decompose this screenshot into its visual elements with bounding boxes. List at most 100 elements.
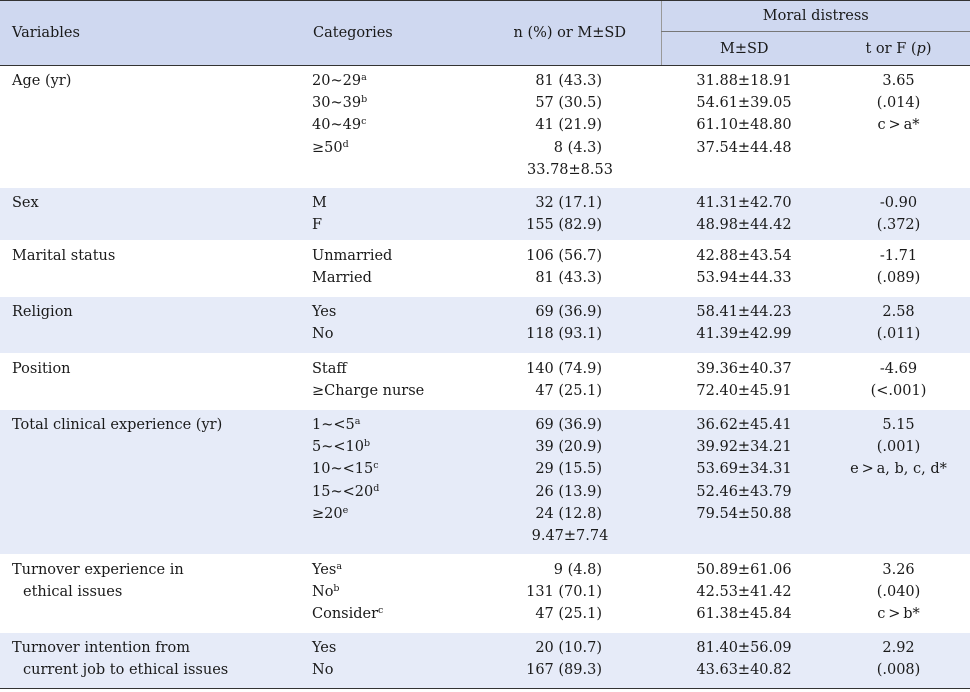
n-percent-value: 9 (4.8) bbox=[553, 562, 602, 578]
t-or-f-value: 2.92 bbox=[882, 640, 915, 656]
category-label: Considerc bbox=[312, 603, 479, 625]
n-percent-value: 118 (93.1) bbox=[526, 326, 602, 343]
moral-distress-cell: 39.36±40.37 72.40±45.91 bbox=[661, 353, 827, 410]
n-percent-value: 81 (43.3) bbox=[535, 270, 602, 287]
category-cell: Yes No bbox=[301, 632, 479, 689]
category-label: Staff bbox=[312, 358, 479, 380]
category-text: Unmarried bbox=[312, 248, 393, 264]
n-percent-cell: 32 (17.1) 155 (82.9) bbox=[479, 187, 661, 241]
category-label: Nob bbox=[312, 581, 479, 603]
mean-sd-value: 53.69±34.31 bbox=[696, 461, 792, 478]
category-text: ≥Charge nurse bbox=[312, 383, 425, 400]
moral-distress-cell: 31.88±18.91 54.61±39.05 61.10±48.80 37.54±4… bbox=[661, 65, 827, 188]
category-text: 40~49 bbox=[312, 117, 362, 134]
t-or-f-value: -0.90 bbox=[879, 195, 918, 211]
moral-distress-cell: 42.88±43.54 53.94±44.33 bbox=[661, 240, 827, 297]
n-percent-cell: 20 (10.7) 167 (89.3) bbox=[479, 632, 661, 689]
table-row: Position Staff ≥Charge nurse 140 (74.9) 47 (… bbox=[0, 353, 970, 410]
category-label: ≥50d bbox=[312, 137, 479, 159]
t-or-f-value: (.372) bbox=[876, 217, 921, 234]
variable-label: Marital status bbox=[12, 248, 116, 264]
t-or-f-value: (.089) bbox=[876, 270, 921, 287]
mean-sd-value: 81.40±56.09 bbox=[696, 640, 792, 656]
t-or-f-value: 3.26 bbox=[882, 562, 915, 578]
mean-sd-value: 54.61±39.05 bbox=[696, 95, 792, 112]
category-cell: 20~29a 30~39b 40~49c ≥50d bbox=[301, 65, 479, 188]
category-superscript: a bbox=[361, 72, 367, 83]
table-row: Turnover experience in ethical issues Yesa… bbox=[0, 554, 970, 633]
category-text: Consider bbox=[312, 606, 379, 623]
n-percent-cell: 69 (36.9) 118 (93.1) bbox=[479, 296, 661, 354]
t-or-f-value: 5.15 bbox=[882, 417, 915, 433]
category-superscript: d bbox=[373, 482, 380, 494]
t-or-f-value: -1.71 bbox=[879, 248, 918, 264]
t-or-f-value: c > b* bbox=[877, 606, 920, 623]
header-variables: Variables bbox=[0, 0, 301, 66]
table-row: Turnover intention from current job to et… bbox=[0, 632, 970, 689]
variable-cell: Religion bbox=[0, 296, 301, 354]
moral-distress-cell: 50.89±61.06 42.53±41.42 61.38±45.84 bbox=[661, 554, 827, 633]
table-row: Marital status Unmarried Married 106 (56.7)… bbox=[0, 240, 970, 297]
t-or-f-value: (.011) bbox=[876, 326, 921, 343]
variable-cell: Sex bbox=[0, 187, 301, 241]
variable-cell: Marital status bbox=[0, 240, 301, 297]
n-percent-value: 155 (82.9) bbox=[526, 217, 602, 234]
n-percent-value: 81 (43.3) bbox=[535, 73, 602, 89]
n-percent-cell: 9 (4.8) 131 (70.1) 47 (25.1) bbox=[479, 554, 661, 633]
mean-sd-value: 41.39±42.99 bbox=[696, 326, 792, 343]
category-label: Yes bbox=[312, 301, 479, 323]
category-text: Yes bbox=[312, 640, 337, 656]
table-row: Sex M F 32 (17.1) 155 (82.9) 41.31±42.70 48.98… bbox=[0, 187, 970, 241]
n-percent-value: 29 (15.5) bbox=[535, 461, 602, 478]
variable-cell: Age (yr) bbox=[0, 65, 301, 188]
category-label: No bbox=[312, 323, 479, 345]
t-or-f-value: c > a* bbox=[877, 117, 920, 134]
mean-sd-value: 50.89±61.06 bbox=[696, 562, 792, 578]
mean-sd-value: 39.36±40.37 bbox=[696, 361, 792, 377]
mean-sd-value: 61.10±48.80 bbox=[696, 117, 792, 134]
t-or-f-value bbox=[827, 481, 970, 503]
variable-cell: Position bbox=[0, 353, 301, 410]
n-percent-value: 69 (36.9) bbox=[535, 304, 602, 320]
t-or-f-value bbox=[827, 137, 970, 159]
category-superscript: c bbox=[361, 116, 367, 128]
category-text: 1~<5 bbox=[312, 417, 355, 433]
mean-sd-value: 61.38±45.84 bbox=[696, 606, 792, 623]
n-percent-value: 47 (25.1) bbox=[535, 383, 602, 400]
header-n-percent: n (%) or M±SD bbox=[479, 0, 661, 66]
t-or-f-value: -4.69 bbox=[879, 361, 918, 377]
variable-label: ethical issues bbox=[23, 584, 123, 601]
n-percent-value: 106 (56.7) bbox=[526, 248, 602, 264]
header-close-paren: ) bbox=[925, 40, 932, 57]
mean-sd-value: 41.31±42.70 bbox=[696, 195, 792, 211]
t-or-f-cell: 5.15 (.001) e > a, b, c, d* bbox=[827, 409, 970, 555]
t-or-f-cell: -1.71 (.089) bbox=[827, 240, 970, 297]
mean-sd-value: 31.88±18.91 bbox=[696, 73, 792, 89]
table-row: Religion Yes No 69 (36.9) 118 (93.1) 58.41±44… bbox=[0, 296, 970, 354]
variable-label: Age (yr) bbox=[12, 73, 72, 89]
t-or-f-value: 3.65 bbox=[882, 73, 915, 89]
category-superscript: b bbox=[333, 583, 340, 595]
mean-sd-value: 72.40±45.91 bbox=[696, 383, 792, 400]
header-t-or-f-text: t or F ( bbox=[865, 40, 917, 57]
table-row: Age (yr) 20~29a 30~39b 40~49c ≥50d 81 (43.3) 5… bbox=[0, 65, 970, 188]
moral-distress-cell: 58.41±44.23 41.39±42.99 bbox=[661, 296, 827, 354]
category-label: No bbox=[312, 659, 479, 681]
category-label: Yesa bbox=[312, 559, 479, 581]
category-superscript: b bbox=[363, 438, 371, 450]
n-percent-value: 140 (74.9) bbox=[526, 361, 602, 377]
table-row: Total clinical experience (yr) 1~<5a 5~<10… bbox=[0, 409, 970, 555]
category-text: No bbox=[312, 326, 334, 343]
category-label: ≥20e bbox=[312, 503, 479, 525]
header-mean-sd: M±SD bbox=[660, 31, 827, 66]
variable-label: Sex bbox=[12, 195, 39, 211]
n-percent-value: 26 (13.9) bbox=[535, 483, 602, 500]
category-cell: 1~<5a 5~<10b 10~<15c 15~<20d ≥20e bbox=[301, 409, 479, 555]
header-moral-distress: Moral distress bbox=[660, 0, 970, 32]
category-superscript: e bbox=[342, 504, 349, 516]
table-header: Variables Categories n (%) or M±SD Moral… bbox=[0, 0, 970, 66]
moral-distress-cell: 81.40±56.09 43.63±40.82 bbox=[661, 632, 827, 689]
